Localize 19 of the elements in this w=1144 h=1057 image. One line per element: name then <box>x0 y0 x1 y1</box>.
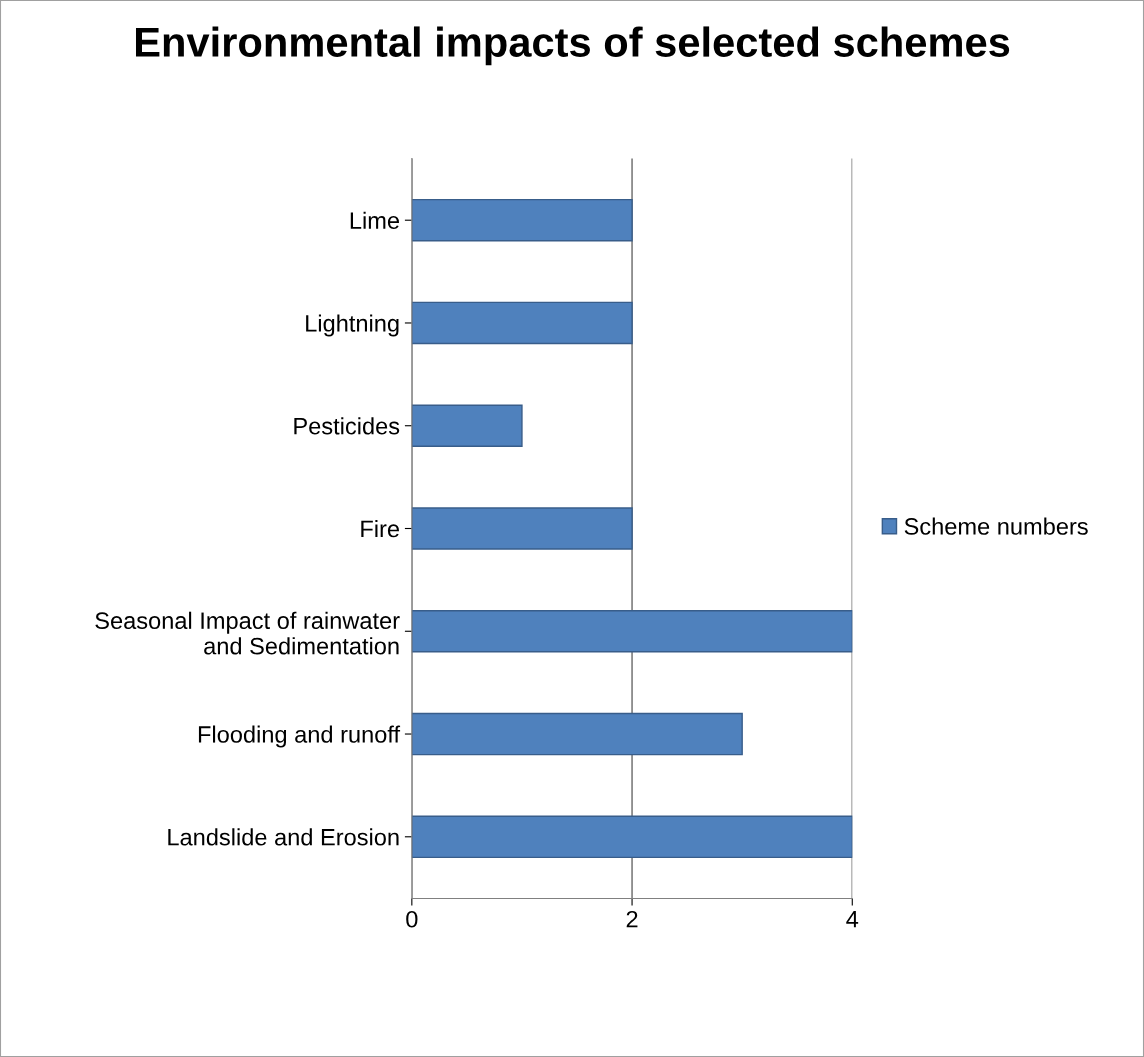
bar <box>411 815 853 859</box>
y-tick-label: Landslide and Erosion <box>168 828 399 846</box>
y-tick-label: Fire <box>361 519 399 538</box>
bar <box>411 712 743 756</box>
y-tick-label: Seasonal Impact of rainwater and Sedimentation <box>95 611 400 655</box>
chart-title: Environmental impacts of selected schemes <box>135 26 1010 66</box>
y-tick-label: Lightning <box>306 314 399 337</box>
bar <box>411 198 633 242</box>
y-tick-label: Lime <box>350 211 399 229</box>
bar <box>411 507 633 550</box>
x-tick-label: 4 <box>846 911 859 928</box>
x-tick-label: 2 <box>626 910 638 928</box>
legend-label: Scheme numbers <box>904 517 1088 535</box>
bar <box>411 301 633 345</box>
bar <box>411 404 523 447</box>
y-tick-label: Flooding and runoff <box>198 725 401 748</box>
y-tick-label: Pesticides <box>294 417 400 435</box>
bar <box>411 610 853 653</box>
x-tick-label: 0 <box>406 910 418 928</box>
